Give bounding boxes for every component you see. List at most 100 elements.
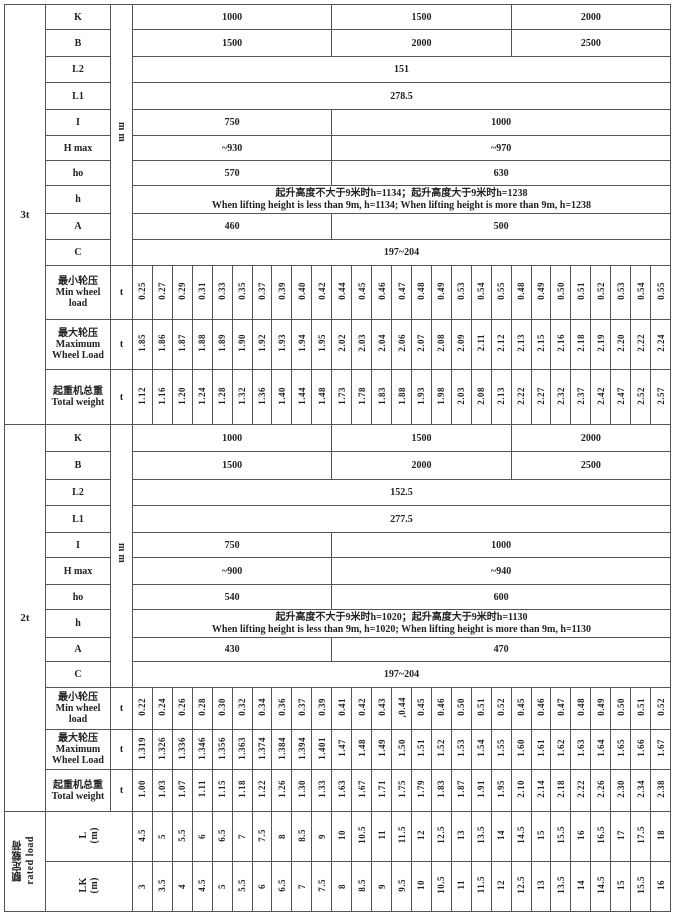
load-value: 2.42 [590,369,612,425]
load-value: 1.94 [291,319,313,370]
value-text: 0.51 [575,282,586,300]
span-value: 15.5 [550,811,572,862]
value-text: 0.31 [197,282,208,300]
value-text: 0.53 [615,282,626,300]
value-text: 2.20 [615,334,626,352]
value-text: 10.5 [356,826,367,844]
load-value: 0.43 [371,687,393,730]
value-text: 18 [655,830,666,840]
load-value: 1.65 [610,729,632,770]
load-value: 2.27 [530,369,552,425]
load-value: 1.67 [650,729,671,770]
value-text: 14 [575,880,586,890]
note-cn: 起升高度不大于9米时h=1134；起升高度大于9米时h=1238 [275,187,528,199]
load-value: 1.63 [570,729,592,770]
load-label: 最大轮压 Maximum Wheel Load [45,319,111,370]
span-value: 12.5 [510,861,532,912]
value-text: 0.43 [376,698,387,716]
value-text: 1.53 [456,739,467,757]
load-value: 0.55 [650,265,671,320]
dimension-row-l1: L1 277.5 [5,505,671,533]
value-text: 6 [197,834,208,839]
dimension-value: 600 [331,584,671,610]
value-text: 16 [575,830,586,840]
load-label: 起重机总重 Total weight [45,769,111,812]
value-text: 1.50 [396,739,407,757]
value-text: 0.46 [376,282,387,300]
span-value: 6 [191,811,213,862]
value-text: 1.15 [217,780,228,798]
value-text: 13.5 [555,876,566,894]
span-value: 11.5 [470,861,492,912]
value-text: 1.336 [177,736,188,760]
span-value: 9.5 [391,861,412,912]
load-value: 1.95 [311,319,333,370]
load-value: 0.51 [570,265,592,320]
span-label: L (m) [45,811,133,862]
value-text: 8 [276,834,287,839]
value-text: 10 [416,880,427,890]
span-value: 16.5 [590,811,612,862]
dimension-label: ho [45,584,111,610]
rated-load-header: 额定载荷 rated load [4,811,46,912]
value-text: 1.89 [217,334,228,352]
value-text: 1.63 [575,739,586,757]
value-text: 9 [316,834,327,839]
dimension-value: ~940 [331,557,671,585]
dimension-label: H max [45,557,111,585]
dimension-label: K [45,4,111,30]
value-text: 1.33 [316,780,327,798]
load-value: 1.20 [171,369,193,425]
load-value: 2.08 [470,369,492,425]
value-text: 1.32 [237,386,248,405]
value-text: 10 [336,830,347,840]
value-text: 0.22 [137,698,148,716]
value-text: 1.73 [336,386,347,405]
load-value: 2.07 [410,319,432,370]
value-text: 1.62 [555,739,566,757]
value-text: 1.75 [396,780,407,798]
wheel-load-row: 起重机总重 Total weight t 1.00 1.03 1.07 1.11 1.15 1.… [5,769,671,812]
load-value: 0.49 [590,687,612,730]
value-text: 2.57 [655,386,666,405]
load-value: 2.02 [331,319,353,370]
value-text: 2.18 [575,334,586,352]
dimension-value: 2500 [510,29,672,57]
value-text: 0.49 [595,698,606,716]
load-value: 1.401 [311,729,333,770]
value-text: 2.15 [536,334,546,352]
value-text: 2.08 [476,386,487,405]
value-text: 1.86 [157,334,168,352]
span-value: 7 [231,811,253,862]
span-label-text: L (m) [78,826,100,844]
load-value: 0.29 [171,265,193,320]
value-text: 0.54 [476,282,487,300]
load-value: 1.44 [291,369,313,425]
value-text: 2.30 [615,780,626,798]
span-value: 13.5 [550,861,572,912]
dimension-row-i: I 750 1000 [5,109,671,136]
unit-mm: mm [110,424,133,688]
load-value: 1.66 [630,729,652,770]
span-value: 10.5 [351,811,373,862]
value-text: 5 [217,884,228,889]
load-value: 0.44 [331,265,353,320]
value-text: 4.5 [197,878,208,892]
value-text: 0.36 [276,698,287,716]
load-value: 1.47 [331,729,353,770]
value-text: 7.5 [256,828,267,842]
value-text: 2.37 [575,386,586,405]
value-text: 2.09 [456,334,467,352]
value-text: 2.12 [496,334,507,352]
value-text: 1.326 [157,736,168,760]
load-value: 2.20 [610,319,632,370]
dimension-label: C [45,661,111,688]
value-text: 0.37 [256,282,267,300]
load-value: 0.36 [271,687,293,730]
value-text: 2.10 [516,780,527,798]
load-value: 0.55 [490,265,512,320]
load-value: 1.90 [231,319,253,370]
value-text: 0.29 [177,282,188,300]
value-text: 1.48 [316,386,327,405]
value-text: 12.5 [516,876,527,894]
